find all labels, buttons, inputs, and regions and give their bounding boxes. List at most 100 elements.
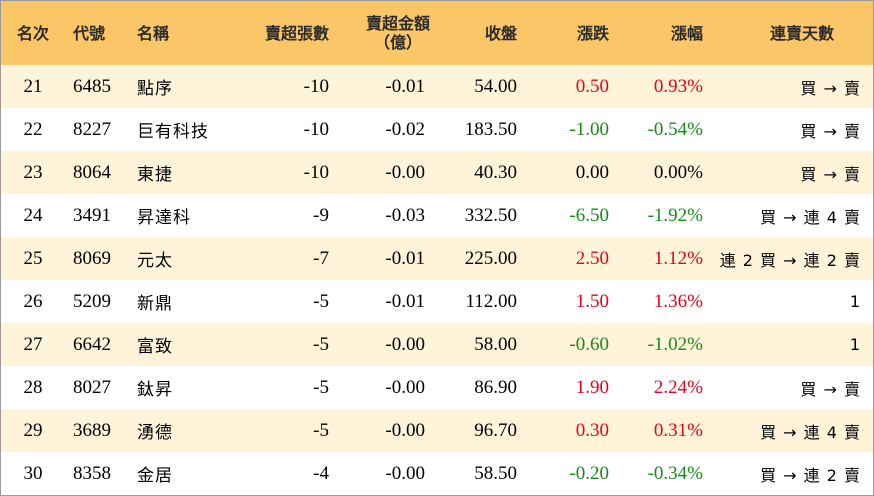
table-header-row: 名次 代號 名稱 賣超張數 賣超金額 （億） 收盤 漲跌 漲幅 連賣天數 <box>1 1 873 65</box>
rank-cell: 21 <box>23 75 43 97</box>
consecutive-days-cell: 1 <box>849 292 861 311</box>
change-cell: 0.30 <box>575 419 609 441</box>
name-cell[interactable]: 昇達科 <box>137 208 191 228</box>
code-cell[interactable]: 8358 <box>73 462 111 484</box>
code-cell[interactable]: 5209 <box>73 290 111 312</box>
header-name[interactable]: 名稱 <box>137 23 170 43</box>
header-consecutive-days[interactable]: 連賣天數 <box>769 23 834 43</box>
net-sell-amount-cell: -0.01 <box>385 290 425 312</box>
close-cell: 112.00 <box>465 290 517 312</box>
table-row[interactable]: 25 8069 元太 -7 -0.01 225.00 2.50 1.12% 連 2 買 → 連 … <box>1 237 873 280</box>
rank-cell: 24 <box>23 204 43 226</box>
net-sell-amount-cell: -0.00 <box>385 376 425 398</box>
header-net-sell-amount[interactable]: 賣超金額 （億） <box>337 1 439 65</box>
net-sell-lots-cell: -10 <box>303 118 329 140</box>
table-row[interactable]: 29 3689 湧德 -5 -0.00 96.70 0.30 0.31% 買 → 連 4 賣 <box>1 409 873 452</box>
close-cell: 332.50 <box>464 204 517 226</box>
net-sell-lots-cell: -7 <box>313 247 329 269</box>
name-cell[interactable]: 巨有科技 <box>137 122 209 142</box>
table-row[interactable]: 22 8227 巨有科技 -10 -0.02 183.50 -1.00 -0.54% 買 → 賣 <box>1 108 873 151</box>
header-rank[interactable]: 名次 <box>16 23 49 43</box>
table-row[interactable]: 23 8064 東捷 -10 -0.00 40.30 0.00 0.00% 買 → 賣 <box>1 151 873 194</box>
name-cell[interactable]: 新鼎 <box>137 294 173 314</box>
header-change[interactable]: 漲跌 <box>576 23 609 43</box>
rank-cell: 23 <box>23 161 43 183</box>
change-cell: -0.20 <box>569 462 609 484</box>
close-cell: 58.50 <box>474 462 517 484</box>
table-row[interactable]: 28 8027 鈦昇 -5 -0.00 86.90 1.90 2.24% 買 → 賣 <box>1 366 873 409</box>
close-cell: 225.00 <box>464 247 517 269</box>
net-sell-amount-cell: -0.00 <box>385 419 425 441</box>
table-row[interactable]: 26 5209 新鼎 -5 -0.01 112.00 1.50 1.36% 1 <box>1 280 873 323</box>
rank-cell: 25 <box>23 247 43 269</box>
close-cell: 183.50 <box>464 118 517 140</box>
change-pct-cell: 1.12% <box>653 247 703 269</box>
code-cell[interactable]: 6485 <box>73 75 111 97</box>
close-cell: 86.90 <box>474 376 517 398</box>
code-cell[interactable]: 3689 <box>73 419 111 441</box>
change-pct-cell: 2.24% <box>653 376 703 398</box>
consecutive-days-cell: 買 → 連 4 賣 <box>760 422 861 442</box>
net-sell-amount-cell: -0.02 <box>385 118 425 140</box>
header-change-pct[interactable]: 漲幅 <box>670 23 703 43</box>
consecutive-days-cell: 買 → 連 4 賣 <box>760 207 861 227</box>
change-cell: 0.50 <box>575 75 609 97</box>
consecutive-days-cell: 買 → 賣 <box>800 379 861 399</box>
table-row[interactable]: 27 6642 富致 -5 -0.00 58.00 -0.60 -1.02% 1 <box>1 323 873 366</box>
table-row[interactable]: 30 8358 金居 -4 -0.00 58.50 -0.20 -0.34% 買 → 連 2 賣 <box>1 452 873 495</box>
code-cell[interactable]: 6642 <box>73 333 111 355</box>
change-pct-cell: 1.36% <box>653 290 703 312</box>
net-sell-lots-cell: -5 <box>313 419 329 441</box>
rank-cell: 26 <box>23 290 43 312</box>
change-pct-cell: -1.02% <box>647 333 703 355</box>
name-cell[interactable]: 金居 <box>137 466 173 486</box>
change-pct-cell: -0.54% <box>647 118 703 140</box>
table-row[interactable]: 24 3491 昇達科 -9 -0.03 332.50 -6.50 -1.92% 買 → 連 4… <box>1 194 873 237</box>
header-close[interactable]: 收盤 <box>484 23 517 43</box>
consecutive-days-cell: 買 → 賣 <box>800 78 861 98</box>
code-cell[interactable]: 8027 <box>73 376 111 398</box>
change-cell: 1.50 <box>575 290 609 312</box>
header-net-sell-lots[interactable]: 賣超張數 <box>264 23 329 43</box>
code-cell[interactable]: 8227 <box>73 118 111 140</box>
net-sell-lots-cell: -5 <box>313 333 329 355</box>
rank-cell: 27 <box>23 333 43 355</box>
name-cell[interactable]: 鈦昇 <box>137 380 173 400</box>
rank-cell: 30 <box>23 462 43 484</box>
header-net-sell-amount-line2: （億） <box>373 33 422 52</box>
table-row[interactable]: 21 6485 點序 -10 -0.01 54.00 0.50 0.93% 買 → 賣 <box>1 65 873 108</box>
net-sell-lots-cell: -9 <box>313 204 329 226</box>
header-code[interactable]: 代號 <box>73 23 106 43</box>
net-sell-lots-cell: -10 <box>303 161 329 183</box>
net-sell-amount-cell: -0.00 <box>385 462 425 484</box>
change-cell: 2.50 <box>575 247 609 269</box>
change-pct-cell: -0.34% <box>647 462 703 484</box>
name-cell[interactable]: 元太 <box>137 251 173 271</box>
code-cell[interactable]: 3491 <box>73 204 111 226</box>
name-cell[interactable]: 富致 <box>137 337 173 357</box>
net-sell-lots-cell: -5 <box>313 376 329 398</box>
net-sell-lots-cell: -5 <box>313 290 329 312</box>
code-cell[interactable]: 8069 <box>73 247 111 269</box>
name-cell[interactable]: 湧德 <box>137 423 173 443</box>
change-pct-cell: 0.31% <box>653 419 703 441</box>
net-sell-amount-cell: -0.01 <box>385 247 425 269</box>
net-sell-amount-cell: -0.03 <box>385 204 425 226</box>
name-cell[interactable]: 東捷 <box>137 165 173 185</box>
net-sell-lots-cell: -10 <box>303 75 329 97</box>
change-cell: -6.50 <box>569 204 609 226</box>
rank-cell: 29 <box>23 419 43 441</box>
code-cell[interactable]: 8064 <box>73 161 111 183</box>
consecutive-days-cell: 買 → 賣 <box>800 164 861 184</box>
change-pct-cell: -1.92% <box>647 204 703 226</box>
net-sell-amount-cell: -0.00 <box>385 333 425 355</box>
rank-cell: 28 <box>23 376 43 398</box>
change-pct-cell: 0.93% <box>653 75 703 97</box>
consecutive-days-cell: 買 → 賣 <box>800 121 861 141</box>
change-cell: -1.00 <box>569 118 609 140</box>
rank-cell: 22 <box>23 118 43 140</box>
close-cell: 54.00 <box>474 75 517 97</box>
name-cell[interactable]: 點序 <box>137 79 173 99</box>
